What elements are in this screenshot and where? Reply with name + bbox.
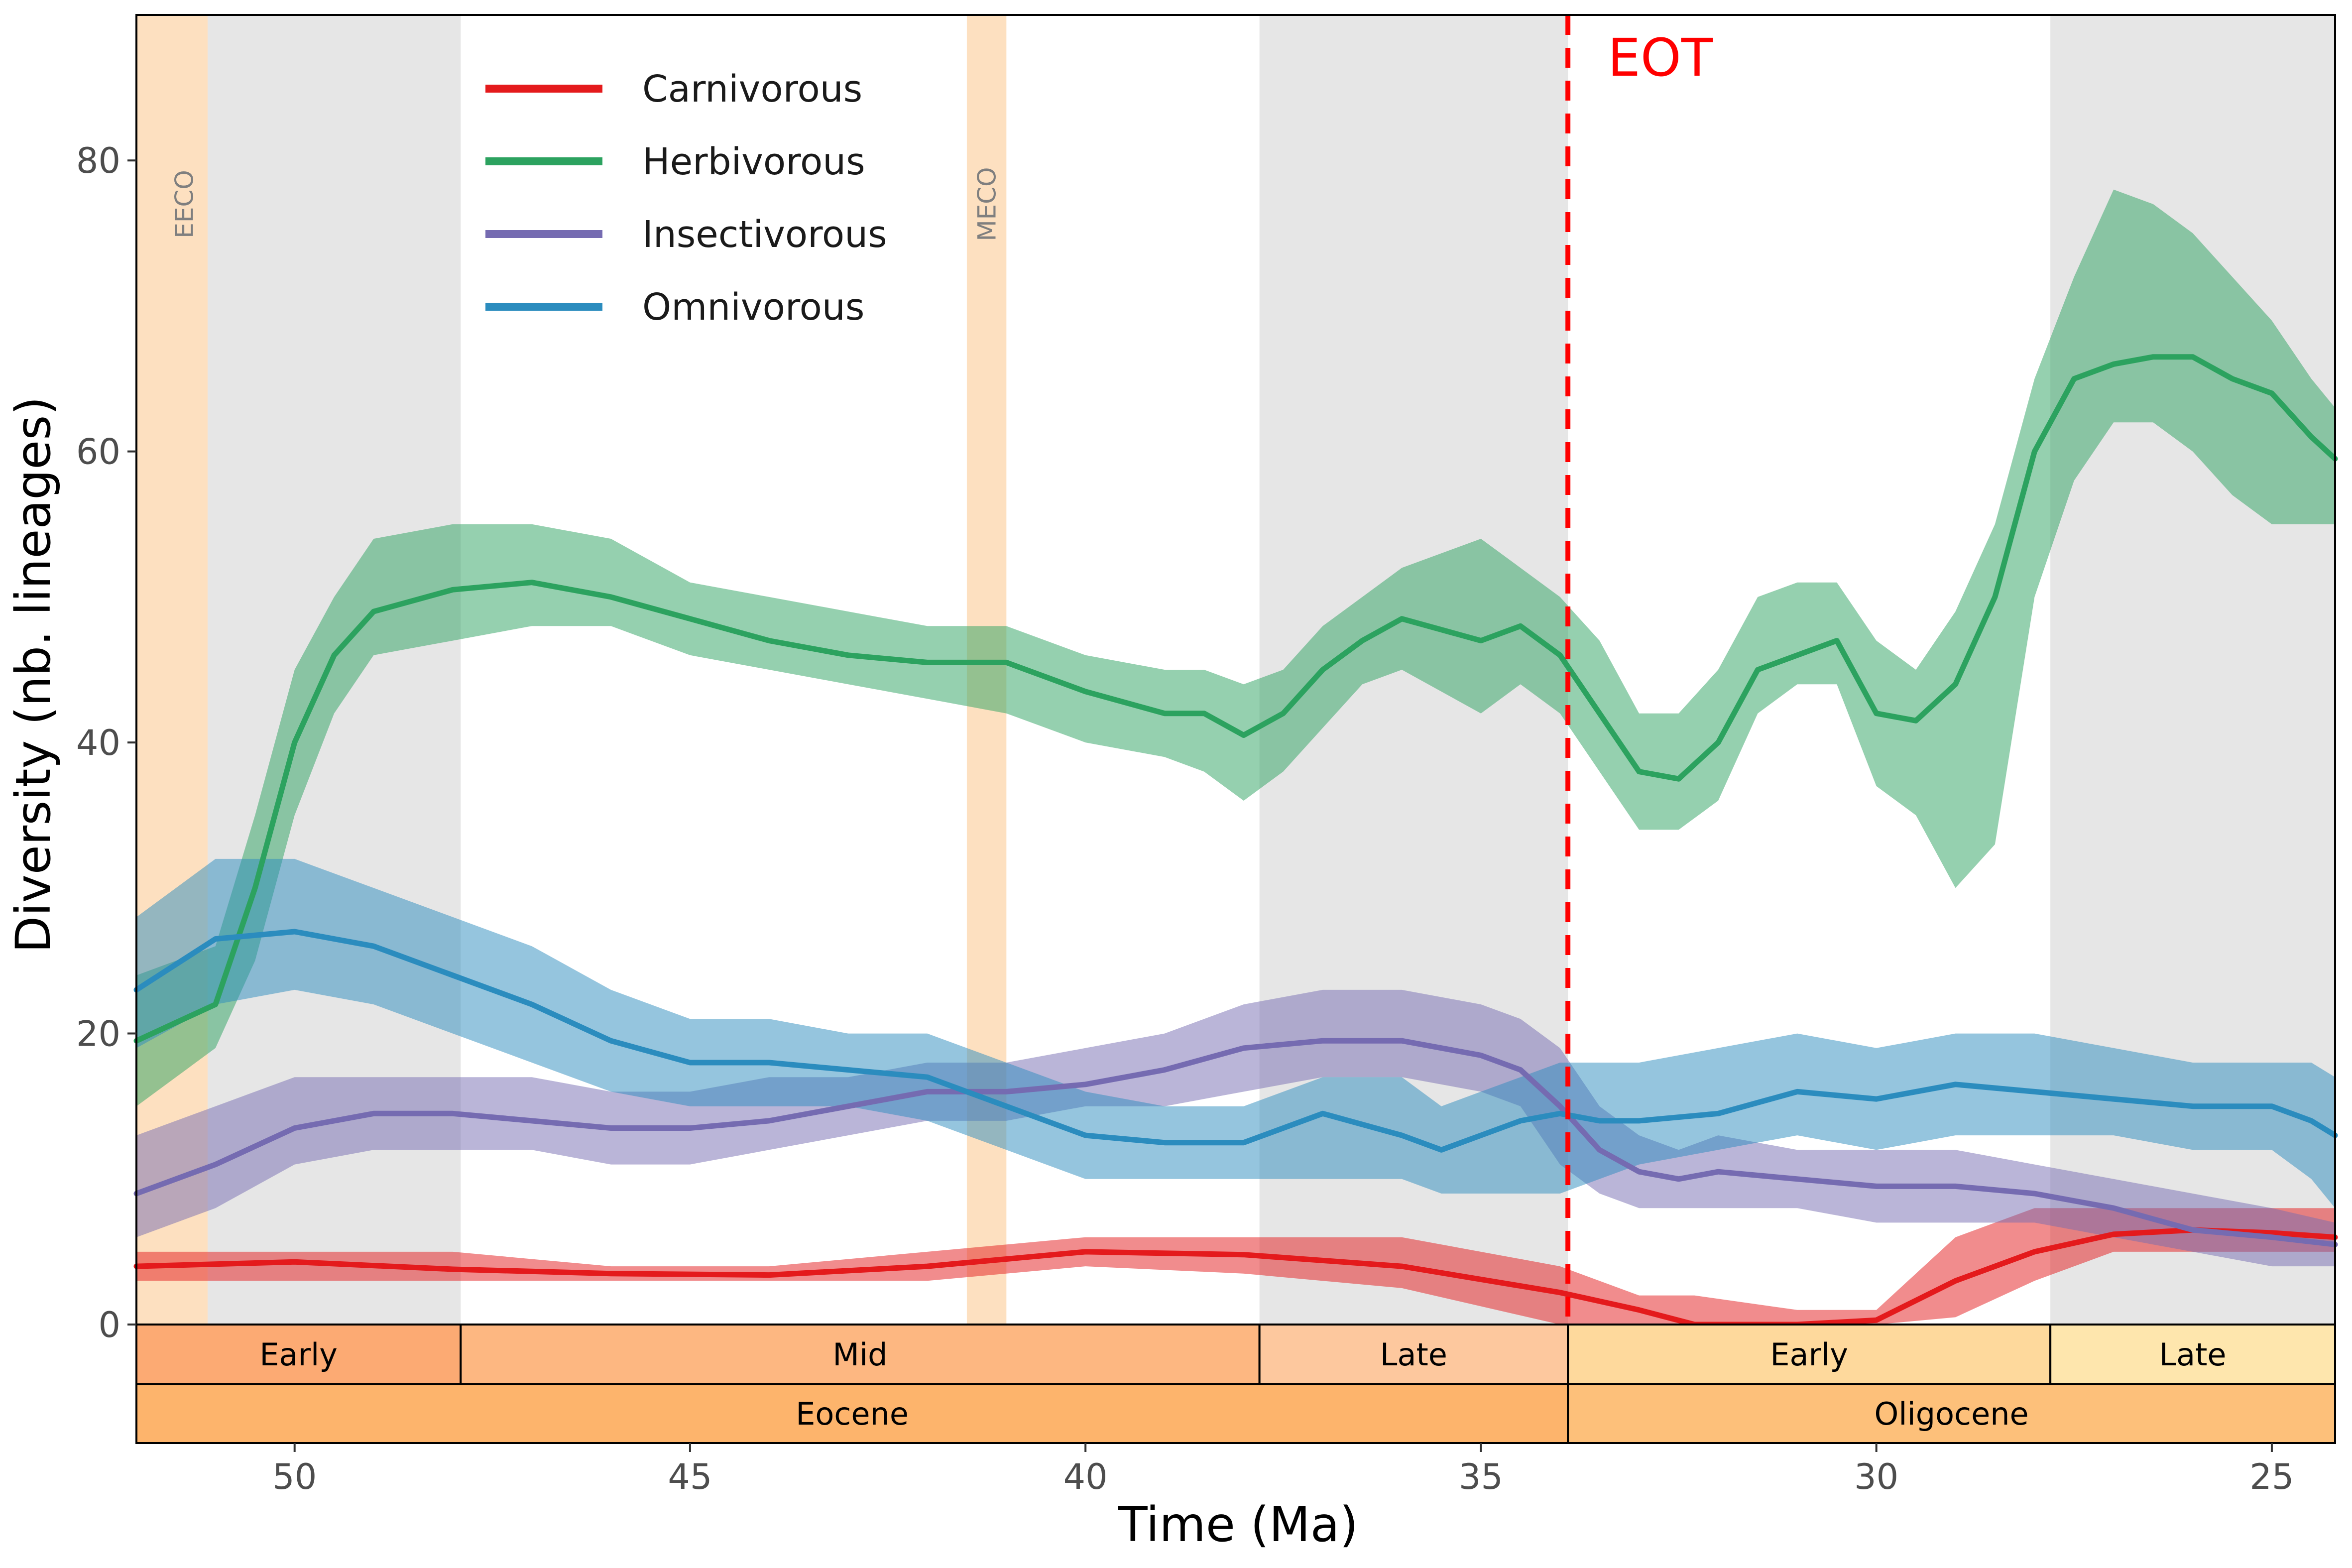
event-band-eeco — [136, 15, 208, 1325]
x-tick-label-25: 25 — [2249, 1456, 2294, 1497]
x-tick-label-35: 35 — [1459, 1456, 1503, 1497]
confidence-ribbons — [136, 189, 2335, 1325]
legend: Carnivorous Herbivorous Insectivorous Omniv… — [485, 68, 887, 329]
age-label-5: Late — [2159, 1336, 2227, 1373]
x-tick-label-40: 40 — [1063, 1456, 1108, 1497]
age-label-2: Mid — [832, 1336, 887, 1373]
series-line-insectivorous — [133, 1038, 2338, 1247]
eot-boundary: EOT — [1565, 15, 1713, 1325]
series-line-omnivorous — [133, 929, 2338, 1153]
x-axis-title: Time (Ma) — [1118, 1497, 1358, 1553]
event-label-meco: MECO — [973, 167, 1002, 241]
ribbon-carnivorous — [136, 1208, 2335, 1325]
epoch-box-eocene — [135, 1383, 1569, 1444]
event-label-eeco: EECO — [170, 170, 199, 238]
epoch-box-oligocene — [1567, 1383, 2336, 1444]
legend-label-carnivorous: Carnivorous — [642, 68, 862, 111]
eot-label: EOT — [1608, 27, 1713, 88]
age-label-3: Late — [1380, 1336, 1447, 1373]
y-tick-label-0: 0 — [98, 1305, 120, 1345]
age-label-4: Early — [1770, 1336, 1848, 1373]
series-line-carnivorous — [133, 1227, 2338, 1327]
age-box-3 — [1258, 1324, 1569, 1385]
legend-label-herbivorous: Herbivorous — [642, 140, 865, 183]
legend-label-omnivorous: Omnivorous — [642, 286, 864, 329]
y-tick-label-40: 40 — [76, 723, 120, 763]
ribbon-herbivorous — [136, 189, 2335, 1106]
series-line-herbivorous — [133, 354, 2338, 1044]
y-axis-title: Diversity (nb. lineages) — [5, 396, 61, 953]
ribbon-insectivorous — [136, 989, 2335, 1267]
ribbon-omnivorous — [136, 858, 2335, 1208]
epoch-label-eocene: Eocene — [796, 1396, 909, 1432]
x-tick-label-45: 45 — [668, 1456, 712, 1497]
age-box-4 — [1567, 1324, 2052, 1385]
age-label-1: Early — [259, 1336, 338, 1373]
age-box-2 — [460, 1324, 1261, 1385]
y-tick-label-80: 80 — [76, 140, 120, 181]
legend-label-insectivorous: Insectivorous — [642, 213, 887, 256]
y-tick-label-60: 60 — [76, 432, 120, 473]
axes: 0 20 40 60 80 50 45 40 35 30 25 — [76, 140, 2294, 1497]
epoch-label-oligocene: Oligocene — [1874, 1396, 2028, 1432]
x-tick-label-30: 30 — [1854, 1456, 1898, 1497]
series-lines — [133, 354, 2338, 1327]
geologic-timescale: Early Mid Late Early Late Eocene Oligocene — [135, 1324, 2337, 1444]
y-tick-label-20: 20 — [76, 1014, 120, 1055]
x-tick-label-50: 50 — [272, 1456, 317, 1497]
age-box-1 — [135, 1324, 462, 1385]
